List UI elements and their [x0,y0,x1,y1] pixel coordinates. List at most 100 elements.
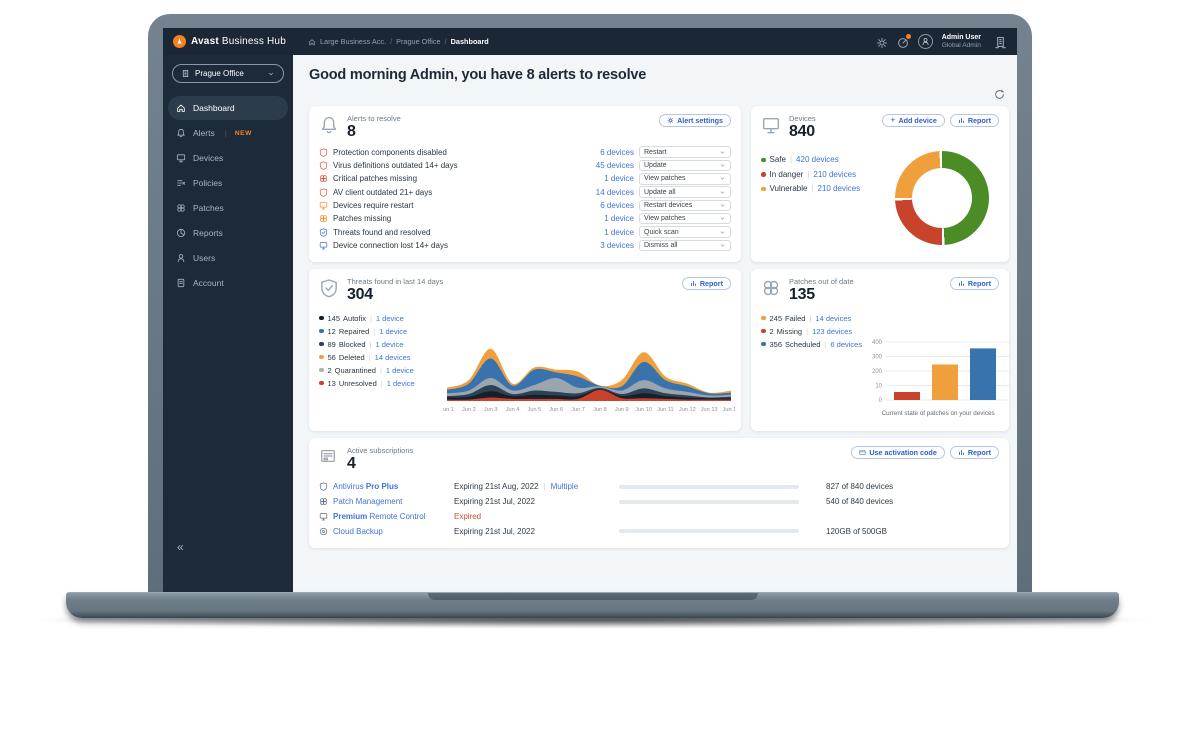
user-name: Admin User [941,33,981,41]
subscription-expiry: Expired [454,512,482,522]
monitor-icon [176,153,186,163]
alert-devices-link[interactable]: 1 device [604,174,634,184]
alert-devices-link[interactable]: 3 devices [600,240,634,250]
sidebar-item-devices[interactable]: Devices [168,146,288,170]
whats-new-icon[interactable] [897,33,911,48]
svg-text:400: 400 [872,340,883,346]
use-activation-code-button[interactable]: Use activation code [851,446,945,459]
legend-devices-link[interactable]: 1 device [379,326,408,336]
legend-count: 2 [769,326,774,336]
subscription-progress [619,484,799,489]
legend-devices-link[interactable]: 6 devices [830,339,863,349]
console-switcher-icon[interactable] [994,36,1007,48]
patches-count: 135 [789,286,815,303]
patches-chart-caption: Current state of patches on your devices [881,409,995,417]
alert-action-select[interactable]: Restart [639,146,731,158]
legend-label: Missing [776,326,803,336]
chevron-down-icon [719,242,726,249]
alert-devices-link[interactable]: 1 device [604,214,634,224]
shield-alert-icon [319,161,328,170]
legend-devices-link[interactable]: 210 devices [813,169,857,179]
alert-devices-link[interactable]: 14 devices [595,187,634,197]
refresh-icon[interactable] [994,89,1005,100]
page-greeting: Good morning Admin, you have 8 alerts to… [309,67,647,83]
legend-devices-link[interactable]: 123 devices [812,326,853,336]
alert-action-value: Restart devices [644,201,693,209]
alert-devices-link[interactable]: 1 device [604,227,634,237]
chevron-down-icon [719,175,726,182]
alert-action-select[interactable]: Quick scan [639,226,731,238]
legend-devices-link[interactable]: 1 device [375,313,404,323]
alert-action-select[interactable]: View patches [639,173,731,185]
subscription-name[interactable]: Premium Remote Control [319,512,454,521]
reports-icon [176,228,186,238]
alert-action-select[interactable]: Update all [639,186,731,198]
sidebar-collapse-button[interactable]: « [177,540,184,554]
topbar-actions: Admin User Global Admin [876,33,1007,50]
svg-text:10: 10 [875,383,882,389]
legend-devices-link[interactable]: 210 devices [817,184,861,194]
subscriptions-report-button[interactable]: Report [949,446,999,459]
alert-devices-link[interactable]: 45 devices [595,161,634,171]
button-label: Report [967,448,991,457]
top-app-bar: Avast Business Hub Large Business Acc. /… [163,28,1017,55]
sidebar-item-reports[interactable]: Reports [168,221,288,245]
alert-rows: Protection components disabled 6 devices… [319,146,731,252]
legend-item: 2 Missing | 123 devices [761,325,862,338]
site-selector[interactable]: Prague Office [172,64,284,83]
sidebar-item-patches[interactable]: Patches [168,196,288,220]
subscription-progress [619,529,799,534]
alert-devices-link[interactable]: 6 devices [600,200,634,210]
divider: | [809,313,812,323]
laptop-base-notch [427,593,758,600]
legend-devices-link[interactable]: 14 devices [374,352,411,362]
devices-report-button[interactable]: Report [949,114,999,127]
alert-row: Virus definitions outdated 14+ days 45 d… [319,159,731,172]
settings-gear-icon[interactable] [876,36,888,48]
breadcrumb-middle[interactable]: Prague Office [396,37,441,46]
legend-devices-link[interactable]: 1 device [385,365,414,375]
alert-action-select[interactable]: Restart devices [639,199,731,212]
sidebar-item-policies[interactable]: Policies [168,171,288,195]
threats-count: 304 [347,286,373,303]
alert-devices-link[interactable]: 6 devices [600,147,634,157]
alert-action-select[interactable]: View patches [639,212,731,225]
subscription-multiple-link[interactable]: Multiple [539,482,579,491]
bar-chart-icon [958,449,965,456]
legend-dot [319,380,324,386]
legend-devices-link[interactable]: 420 devices [796,155,839,165]
legend-item: Safe | 420 devices [761,153,860,168]
sidebar-item-account[interactable]: Account [168,271,288,295]
legend-devices-link[interactable]: 1 device [386,378,415,388]
card-title: Threats found in last 14 days [347,277,444,286]
alert-settings-button[interactable]: Alert settings [659,114,731,127]
subscription-name[interactable]: Cloud Backup [319,527,454,536]
legend-dot [761,186,766,192]
legend-devices-link[interactable]: 1 device [375,339,404,349]
svg-text:0: 0 [879,398,883,404]
card-title: Devices [789,114,816,123]
breadcrumb-root[interactable]: Large Business Acc. [319,37,387,46]
alert-action-value: Restart [644,148,667,156]
patches-report-button[interactable]: Report [949,277,999,290]
sidebar-item-users[interactable]: Users [168,246,288,270]
account-icon [176,278,186,288]
sidebar-item-alerts[interactable]: Alerts | NEW [168,121,288,145]
alert-action-select[interactable]: Update [639,159,731,172]
threats-report-button[interactable]: Report [681,277,731,290]
add-device-button[interactable]: + Add device [882,114,945,127]
alert-action-select[interactable]: Dismiss all [639,239,731,252]
subscription-expiry: Expiring 21st Jul, 2022 [454,526,535,536]
patches-bar-chart: 0 10 200 300 400 [872,340,1011,404]
alerts-count: 8 [347,123,356,140]
subscription-name[interactable]: Antivirus Pro Plus [319,482,454,491]
subscription-name[interactable]: Patch Management [319,497,454,506]
sidebar-item-dashboard[interactable]: Dashboard [168,96,288,120]
devices-card-header: Devices 840 + Add device Repor [761,114,999,141]
subscription-progress [619,499,799,504]
legend-item: Vulnerable | 210 devices [761,182,860,197]
bar-chart-icon [958,280,965,287]
legend-devices-link[interactable]: 14 devices [815,313,852,323]
legend-count: 56 [327,352,336,362]
user-avatar[interactable] [917,34,933,49]
